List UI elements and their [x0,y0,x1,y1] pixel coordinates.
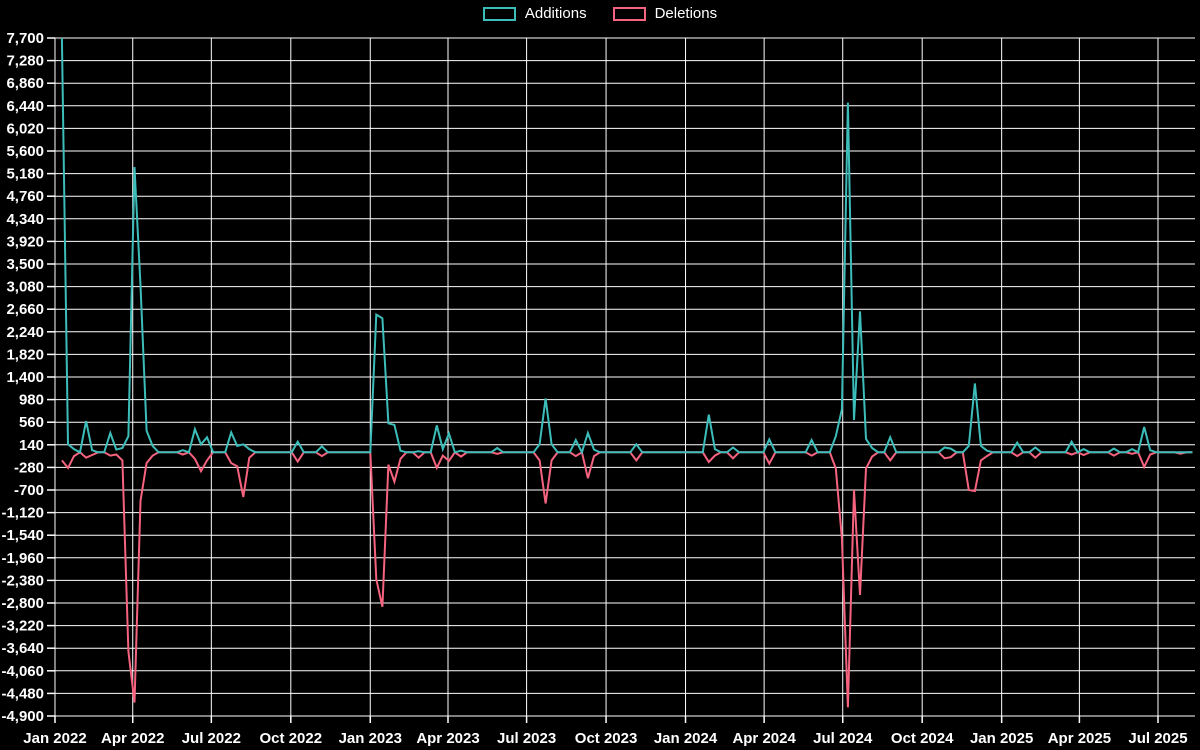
x-tick-label: Jul 2023 [497,730,556,747]
x-tick-label: Oct 2022 [260,730,323,747]
y-tick-label: 2,660 [6,301,44,318]
x-tick-label: Apr 2023 [416,730,479,747]
legend-item-additions[interactable]: Additions [482,5,587,22]
x-tick-label: Jan 2024 [654,730,718,747]
y-tick-label: 3,500 [6,256,44,273]
y-tick-label: 6,860 [6,75,44,92]
x-tick-label: Oct 2024 [891,730,954,747]
x-tick-label: Apr 2025 [1048,730,1111,747]
legend-label-deletions: Deletions [654,5,718,22]
additions-swatch-icon [482,6,516,21]
y-tick-label: 1,400 [6,369,44,386]
chart-legend: Additions Deletions [0,6,1200,21]
y-tick-label: -3,640 [1,640,44,657]
legend-label-additions: Additions [524,5,587,22]
y-tick-label: -3,220 [1,618,44,635]
y-tick-label: 140 [19,437,44,454]
y-tick-label: -2,380 [1,572,44,589]
y-tick-label: -1,540 [1,527,44,544]
y-tick-label: 980 [19,392,44,409]
x-tick-label: Jan 2025 [970,730,1033,747]
y-tick-label: 7,280 [6,53,44,70]
y-tick-label: 2,240 [6,324,44,341]
x-tick-label: Jul 2022 [182,730,241,747]
y-tick-label: 3,080 [6,279,44,296]
y-tick-label: 6,440 [6,98,44,115]
x-tick-label: Jan 2022 [23,730,86,747]
y-tick-label: -4,060 [1,663,44,680]
y-tick-label: 4,340 [6,211,44,228]
x-tick-label: Oct 2023 [575,730,638,747]
y-tick-label: 560 [19,414,44,431]
additions-line [60,37,1193,455]
y-tick-label: -1,960 [1,550,44,567]
y-tick-label: -2,800 [1,595,44,612]
y-tick-label: -280 [14,459,44,476]
x-tick-label: Jul 2024 [813,730,873,747]
x-tick-label: Jul 2025 [1128,730,1187,747]
x-tick-label: Jan 2023 [339,730,402,747]
x-tick-label: Apr 2022 [101,730,164,747]
y-tick-label: 7,700 [6,30,44,47]
y-tick-label: -4,480 [1,685,44,702]
y-tick-label: 5,600 [6,143,44,160]
y-tick-label: 5,180 [6,166,44,183]
y-tick-label: 6,020 [6,120,44,137]
deletions-swatch-icon [612,6,646,21]
y-tick-label: 4,760 [6,188,44,205]
y-tick-label: 3,920 [6,233,44,250]
legend-item-deletions[interactable]: Deletions [612,5,718,22]
x-tick-label: Apr 2024 [732,730,796,747]
y-tick-label: 1,820 [6,346,44,363]
y-tick-label: -4,900 [1,708,44,725]
y-tick-label: -1,120 [1,505,44,522]
y-tick-label: -700 [14,482,44,499]
